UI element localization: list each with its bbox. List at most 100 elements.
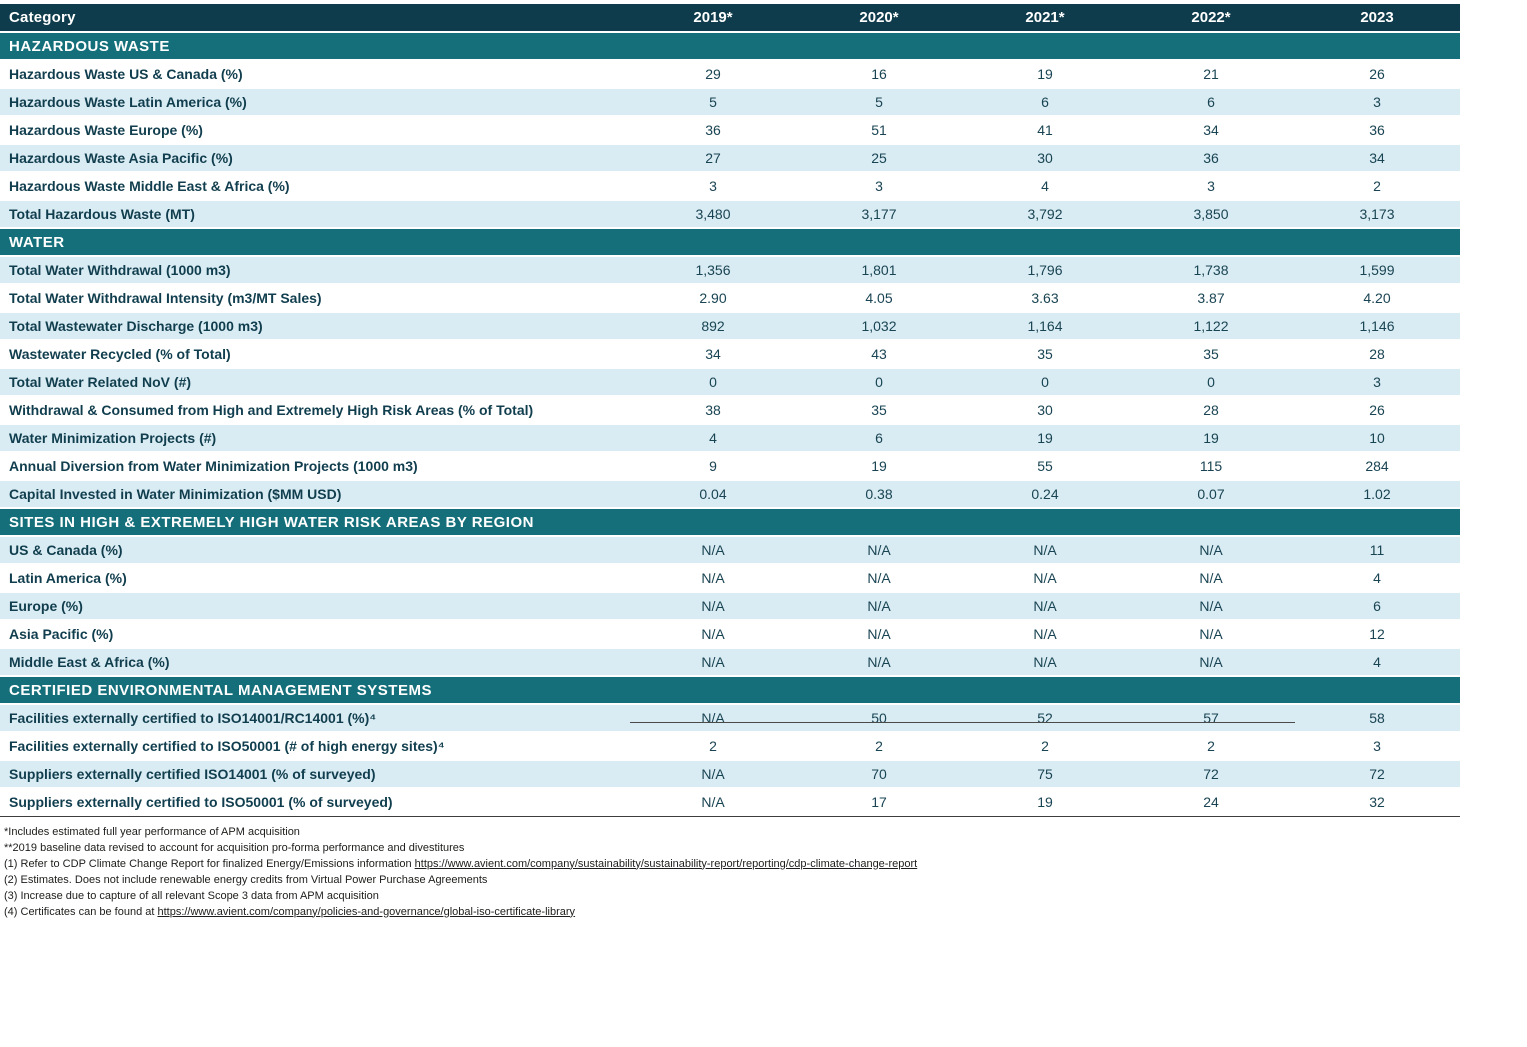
column-header-category: Category [0,4,630,32]
metric-value-cell: 55 [1037,458,1053,474]
metric-value-cell: 0.24 [1031,486,1059,502]
table-row: Hazardous Waste Europe (%) 36 51 41 34 36 [0,116,1460,144]
table-row: Hazardous Waste Middle East & Africa (%)… [0,172,1460,200]
metric-value-cell: N/A [701,598,725,614]
metric-value-cell: N/A [867,626,891,642]
row-label: Annual Diversion from Water Minimization… [9,458,418,474]
metric-value-cell: 19 [871,458,887,474]
metric-value-cell: 50 [871,710,887,726]
metric-value-cell: 3,480 [695,206,731,222]
row-label: Wastewater Recycled (% of Total) [9,346,231,362]
table-body: HAZARDOUS WASTE Hazardous Waste US & Cana… [0,32,1460,816]
section-header-row: WATER [0,228,1460,256]
esg-metrics-table: Category 2019* 2020* 2021* 2022* 2023 HAZARD… [0,4,1460,817]
metric-value-cell: 38 [705,402,721,418]
metric-value-cell: 19 [1037,794,1053,811]
metric-value-cell: 5 [875,94,883,110]
section-header-row: HAZARDOUS WASTE [0,32,1460,60]
metric-value-cell: 17 [871,794,887,811]
metric-value-cell: 3 [1373,738,1381,754]
metric-value-cell: N/A [867,542,891,558]
metric-value-cell: N/A [867,654,891,670]
metric-value-cell: N/A [867,570,891,586]
metric-value-cell: 72 [1203,766,1219,782]
footnote-text: (3) Increase due to capture of all relev… [4,889,379,902]
metric-value-cell: 1,738 [1193,262,1229,278]
table-row: Hazardous Waste Latin America (%) 5 5 6 6 3 [0,88,1460,116]
table-row: Total Water Related NoV (#) 0 0 0 0 3 [0,368,1460,396]
metric-value-cell: 10 [1369,430,1385,446]
table-row: Total Water Withdrawal Intensity (m3/MT … [0,284,1460,312]
footnote-text: *Includes estimated full year performanc… [4,825,300,838]
section-title: HAZARDOUS WASTE [0,32,1460,60]
row-label: Total Hazardous Waste (MT) [9,206,195,222]
metric-value-cell: 19 [1037,66,1053,82]
metric-value-cell: N/A [1199,626,1223,642]
metric-value-cell: 2.90 [699,290,727,306]
section-title: WATER [0,228,1460,256]
metric-value-cell: 3.63 [1031,290,1059,306]
footnote: (3) Increase due to capture of all relev… [4,888,1527,904]
metric-value-cell: 41 [1037,122,1053,138]
column-header-year: 2019* [630,4,796,32]
table-row: Hazardous Waste US & Canada (%) 29 16 19 21 2… [0,60,1460,88]
table-row: US & Canada (%) N/A N/A N/A N/A 11 [0,536,1460,564]
metric-value-cell: 3,173 [1359,206,1395,222]
row-label: Withdrawal & Consumed from High and Extr… [9,402,534,418]
metric-value-cell: 29 [705,66,721,82]
table-row: Latin America (%) N/A N/A N/A N/A 4 [0,564,1460,592]
metric-value-cell: 1.02 [1363,486,1391,502]
metric-value-cell: 52 [1037,710,1053,726]
metric-value-cell: 9 [709,458,717,474]
metric-value-cell: 19 [1203,430,1219,446]
metric-value-cell: 26 [1369,66,1385,82]
metric-value-cell: 0 [875,374,883,390]
row-label: Facilities externally certified to ISO14… [9,710,377,726]
metric-value-cell: 0 [1041,374,1049,390]
metric-value-cell: 28 [1369,346,1385,362]
table-row: Suppliers externally certified to ISO500… [0,788,1460,816]
footnote: (1) Refer to CDP Climate Change Report f… [4,856,1527,872]
metric-value-cell: 12 [1369,626,1385,642]
metric-value-cell: 19 [1037,430,1053,446]
metric-value-cell: 3 [1373,94,1381,110]
section-header-row: SITES IN HIGH & EXTREMELY HIGH WATER RIS… [0,508,1460,536]
table-row: Suppliers externally certified ISO14001 … [0,760,1460,788]
metric-value-cell: 892 [701,318,725,334]
metric-value-cell: 3,177 [861,206,897,222]
table-row: Water Minimization Projects (#) 4 6 19 19 10 [0,424,1460,452]
metric-value-cell: N/A [1033,626,1057,642]
row-label: Hazardous Waste US & Canada (%) [9,66,243,82]
row-label: Europe (%) [9,598,83,614]
footnote-link[interactable]: https://www.avient.com/company/policies-… [157,905,576,918]
table-row: Total Wastewater Discharge (1000 m3) 892 1… [0,312,1460,340]
metric-value-cell: 2 [709,738,717,754]
footnote-text: (1) Refer to CDP Climate Change Report f… [4,857,415,870]
metric-value-cell: 5 [709,94,717,110]
footnote-link[interactable]: https://www.avient.com/company/sustainab… [414,857,918,870]
metric-value-cell: 26 [1369,402,1385,418]
row-label: Middle East & Africa (%) [9,654,170,670]
footnote-text: **2019 baseline data revised to account … [4,841,465,854]
column-header-year: 2023 [1294,4,1460,32]
row-label: Total Water Withdrawal (1000 m3) [9,262,231,278]
metric-value-cell: N/A [701,570,725,586]
metric-value-cell: 3 [1207,178,1215,194]
section-header-row: CERTIFIED ENVIRONMENTAL MANAGEMENT SYSTE… [0,676,1460,704]
table-row: Asia Pacific (%) N/A N/A N/A N/A 12 [0,620,1460,648]
metric-value-cell: 35 [1203,346,1219,362]
metric-value-cell: 4 [1373,570,1381,586]
divider-line [630,722,1295,723]
metric-value-cell: 70 [871,766,887,782]
metric-value-cell: 32 [1369,794,1385,811]
metric-value-cell: N/A [1033,542,1057,558]
metric-value-cell: 36 [1369,122,1385,138]
metric-value-cell: N/A [1033,570,1057,586]
table-row: Middle East & Africa (%) N/A N/A N/A N/A 4 [0,648,1460,676]
metric-value-cell: 1,164 [1027,318,1063,334]
metric-value-cell: N/A [1199,654,1223,670]
column-header-year: 2022* [1128,4,1294,32]
metric-value-cell: 0.38 [865,486,893,502]
metric-value-cell: 6 [875,430,883,446]
metric-value-cell: 21 [1203,66,1219,82]
